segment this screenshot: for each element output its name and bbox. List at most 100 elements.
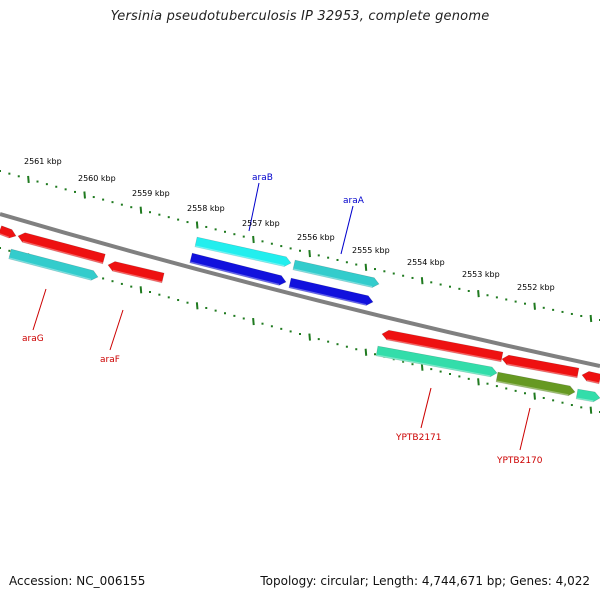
leader-line bbox=[248, 182, 260, 232]
major-tick bbox=[308, 333, 311, 341]
minor-tick bbox=[17, 175, 20, 178]
minor-tick bbox=[64, 188, 67, 191]
map-title: Yersinia pseudotuberculosis IP 32953, co… bbox=[110, 9, 490, 24]
minor-tick bbox=[261, 322, 264, 325]
major-tick bbox=[589, 314, 593, 323]
gene-arrow-olive-highlight bbox=[495, 380, 569, 397]
minor-tick bbox=[167, 296, 170, 299]
minor-tick bbox=[449, 373, 451, 375]
leader-line bbox=[519, 407, 531, 451]
minor-tick bbox=[486, 382, 489, 385]
gene-features bbox=[0, 225, 600, 403]
gene-arrow-red bbox=[501, 354, 580, 379]
minor-tick bbox=[120, 203, 123, 206]
scale-label: 2560 kbp bbox=[78, 174, 116, 183]
major-tick bbox=[139, 286, 143, 294]
gene-arrow-red bbox=[17, 232, 106, 265]
minor-tick bbox=[111, 201, 114, 204]
minor-tick bbox=[186, 301, 189, 304]
major-tick bbox=[589, 406, 593, 414]
minor-tick bbox=[495, 385, 498, 388]
major-tick bbox=[83, 191, 86, 199]
minor-tick bbox=[111, 280, 114, 283]
minor-tick bbox=[92, 196, 95, 199]
minor-tick bbox=[570, 312, 573, 315]
minor-tick bbox=[402, 274, 405, 277]
minor-tick bbox=[280, 327, 283, 330]
minor-tick bbox=[130, 285, 133, 288]
minor-tick bbox=[336, 258, 339, 261]
minor-tick bbox=[224, 230, 226, 233]
minor-tick bbox=[280, 245, 283, 248]
minor-tick bbox=[430, 368, 433, 371]
minor-tick bbox=[467, 289, 470, 292]
minor-tick bbox=[449, 285, 451, 288]
minor-tick bbox=[392, 272, 395, 275]
major-tick bbox=[195, 302, 199, 310]
minor-tick bbox=[345, 345, 348, 348]
minor-tick bbox=[0, 170, 1, 172]
minor-tick bbox=[580, 314, 583, 317]
minor-tick bbox=[467, 377, 470, 380]
major-tick bbox=[252, 318, 255, 326]
gene-label: YPTB2171 bbox=[395, 433, 442, 443]
minor-tick bbox=[439, 283, 442, 286]
minor-tick bbox=[355, 348, 358, 351]
gene-arrow-olive bbox=[495, 371, 576, 397]
minor-tick bbox=[327, 340, 330, 343]
minor-tick bbox=[270, 242, 273, 245]
gene-arrow-red-highlight bbox=[386, 338, 502, 363]
minor-tick bbox=[561, 310, 564, 313]
minor-tick bbox=[261, 240, 264, 243]
gene-arrow-red-highlight bbox=[112, 269, 163, 284]
minor-tick bbox=[289, 247, 292, 250]
minor-tick bbox=[514, 300, 517, 303]
minor-tick bbox=[317, 254, 320, 257]
minor-tick bbox=[149, 211, 151, 214]
minor-tick bbox=[374, 353, 376, 356]
gene-arrow-green-highlight bbox=[576, 397, 594, 403]
minor-tick bbox=[299, 333, 301, 335]
gene-arrow-red-highlight bbox=[22, 240, 104, 265]
gene-arrow-cyan-highlight bbox=[292, 268, 373, 289]
gene-label: araB bbox=[252, 173, 273, 183]
minor-tick bbox=[130, 206, 133, 209]
scale-label: 2558 kbp bbox=[187, 204, 225, 213]
minor-tick bbox=[411, 363, 414, 366]
minor-tick bbox=[45, 183, 48, 186]
gene-arrow-red-highlight bbox=[0, 233, 10, 239]
major-tick bbox=[420, 363, 424, 371]
scale-label: 2554 kbp bbox=[407, 258, 445, 267]
gene-arrow-blue-highlight bbox=[288, 286, 367, 307]
major-tick bbox=[533, 302, 536, 310]
minor-tick bbox=[74, 190, 76, 193]
minor-tick bbox=[299, 249, 301, 252]
gene-label: araG bbox=[22, 334, 44, 344]
gene-arrow-red bbox=[381, 329, 504, 363]
minor-tick bbox=[458, 375, 461, 378]
minor-tick bbox=[505, 298, 508, 301]
gene-arrow-red bbox=[581, 371, 600, 385]
gene-arrow-cyan-highlight bbox=[194, 245, 285, 268]
minor-tick bbox=[0, 247, 1, 249]
scale-label: 2559 kbp bbox=[132, 189, 170, 198]
major-tick bbox=[477, 290, 480, 298]
gene-arrow-red bbox=[107, 261, 165, 284]
major-tick bbox=[27, 175, 30, 184]
minor-tick bbox=[542, 396, 545, 399]
leader-line bbox=[109, 309, 124, 351]
gene-arrow-red-highlight bbox=[586, 379, 600, 385]
gene-arrow-cyan bbox=[292, 259, 380, 288]
minor-tick bbox=[355, 263, 358, 266]
gene-arrow-blue-highlight bbox=[189, 261, 280, 286]
minor-tick bbox=[552, 399, 555, 402]
minor-tick bbox=[8, 249, 11, 252]
minor-tick bbox=[8, 172, 11, 175]
gene-arrow-green bbox=[575, 388, 600, 403]
scale-label: 2556 kbp bbox=[297, 233, 335, 242]
major-tick bbox=[252, 235, 255, 244]
major-tick bbox=[364, 263, 368, 271]
minor-tick bbox=[383, 270, 386, 273]
leader-line bbox=[32, 288, 47, 331]
